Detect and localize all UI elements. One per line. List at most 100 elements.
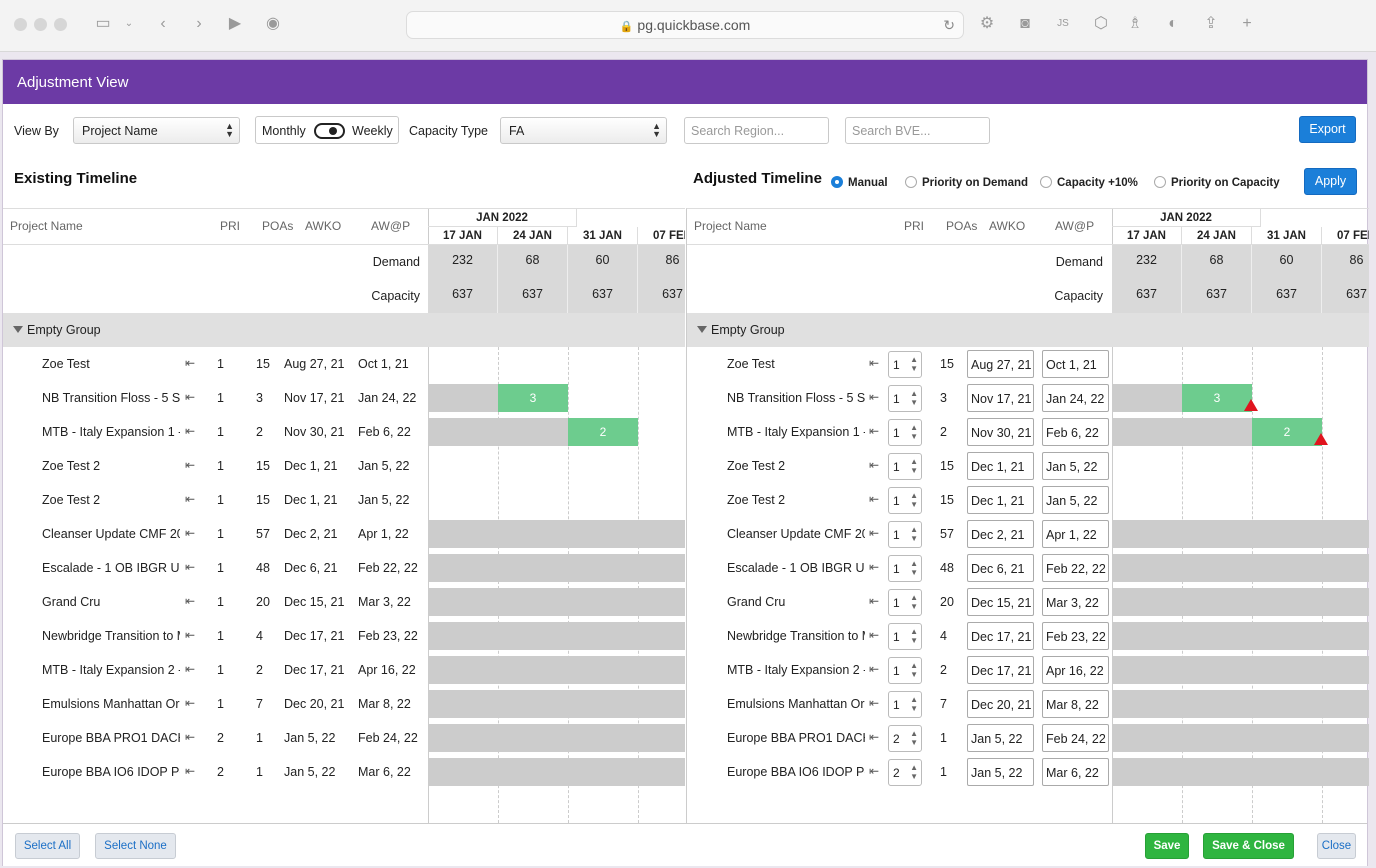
awp-date-field[interactable]: Oct 1, 21 bbox=[1042, 350, 1109, 378]
collapse-triangle-icon[interactable] bbox=[697, 326, 707, 333]
select-all-button[interactable]: Select All bbox=[15, 833, 80, 859]
pin-left-icon[interactable]: ⇤ bbox=[185, 526, 196, 540]
pin-left-icon[interactable]: ⇤ bbox=[869, 628, 880, 642]
table-row[interactable]: Escalade - 1 OB IBGR UK ⇤ 1 48 Dec 6, 21 Feb … bbox=[3, 551, 685, 585]
select-none-button[interactable]: Select None bbox=[95, 833, 176, 859]
pin-left-icon[interactable]: ⇤ bbox=[185, 662, 196, 676]
awko-date-field[interactable]: Jan 5, 22 bbox=[967, 724, 1034, 752]
pin-left-icon[interactable]: ⇤ bbox=[869, 594, 880, 608]
table-row[interactable]: Europe BBA PRO1 DACH ⇤ 2 ▲ ▼ 1 Jan 5, 22 Feb 24… bbox=[687, 721, 1369, 755]
stepper-arrows-icon[interactable]: ▲ ▼ bbox=[910, 525, 918, 543]
table-row[interactable]: NB Transition Floss - 5 Su ⇤ 1 3 Nov 17, 21 J… bbox=[3, 381, 685, 415]
project-name-cell[interactable]: MTB - Italy Expansion 1 - bbox=[42, 425, 180, 439]
play-icon[interactable]: ▶ bbox=[228, 15, 242, 32]
pin-left-icon[interactable]: ⇤ bbox=[869, 526, 880, 540]
project-name-cell[interactable]: Cleanser Update CMF 20 bbox=[42, 527, 180, 541]
pin-left-icon[interactable]: ⇤ bbox=[869, 390, 880, 404]
project-name-cell[interactable]: MTB - Italy Expansion 1 - bbox=[727, 425, 865, 439]
radio-circle-icon[interactable] bbox=[1040, 176, 1052, 188]
stepper-arrows-icon[interactable]: ▲ ▼ bbox=[910, 695, 918, 713]
table-row[interactable]: Zoe Test ⇤ 1 ▲ ▼ 15 Aug 27, 21 Oct 1, 21 bbox=[687, 347, 1369, 381]
project-name-cell[interactable]: Escalade - 1 OB IBGR UK bbox=[42, 561, 180, 575]
stepper-arrows-icon[interactable]: ▲ ▼ bbox=[910, 627, 918, 645]
window-close-dot[interactable] bbox=[14, 18, 27, 31]
bottle-icon[interactable]: ♗ bbox=[1127, 15, 1143, 32]
table-row[interactable]: Zoe Test 2 ⇤ 1 15 Dec 1, 21 Jan 5, 22 bbox=[3, 483, 685, 517]
pin-left-icon[interactable]: ⇤ bbox=[185, 458, 196, 472]
radio-option[interactable]: Priority on Demand bbox=[905, 176, 1028, 189]
project-name-cell[interactable]: Zoe Test 2 bbox=[727, 459, 786, 473]
awko-date-field[interactable]: Jan 5, 22 bbox=[967, 758, 1034, 786]
awko-date-field[interactable]: Nov 17, 21 bbox=[967, 384, 1034, 412]
radio-circle-icon[interactable] bbox=[905, 176, 917, 188]
stepper-arrows-icon[interactable]: ▲ ▼ bbox=[910, 457, 918, 475]
awko-date-field[interactable]: Aug 27, 21 bbox=[967, 350, 1034, 378]
timeline-bar-active[interactable]: 2 bbox=[568, 418, 638, 446]
back-icon[interactable]: ‹ bbox=[160, 15, 166, 32]
view-by-select[interactable]: Project Name ▲ ▼ bbox=[73, 117, 240, 144]
pin-left-icon[interactable]: ⇤ bbox=[185, 594, 196, 608]
awp-date-field[interactable]: Feb 22, 22 bbox=[1042, 554, 1109, 582]
project-name-cell[interactable]: Europe BBA IO6 IDOP Pc bbox=[42, 765, 180, 779]
col-poas[interactable]: POAs bbox=[262, 219, 294, 233]
awp-date-field[interactable]: Mar 3, 22 bbox=[1042, 588, 1109, 616]
awp-date-field[interactable]: Jan 5, 22 bbox=[1042, 486, 1109, 514]
table-row[interactable]: NB Transition Floss - 5 Su ⇤ 1 ▲ ▼ 3 Nov 17, 2… bbox=[687, 381, 1369, 415]
awko-date-field[interactable]: Nov 30, 21 bbox=[967, 418, 1034, 446]
window-minimize-dot[interactable] bbox=[34, 18, 47, 31]
pin-left-icon[interactable]: ⇤ bbox=[869, 764, 880, 778]
pin-left-icon[interactable]: ⇤ bbox=[185, 696, 196, 710]
pin-left-icon[interactable]: ⇤ bbox=[869, 696, 880, 710]
box-icon[interactable]: ⬡ bbox=[1094, 15, 1108, 32]
radio-option[interactable]: Capacity +10% bbox=[1040, 176, 1138, 189]
project-name-cell[interactable]: Cleanser Update CMF 20 bbox=[727, 527, 865, 541]
table-row[interactable]: Zoe Test ⇤ 1 15 Aug 27, 21 Oct 1, 21 bbox=[3, 347, 685, 381]
priority-stepper[interactable]: 1 ▲ ▼ bbox=[888, 385, 922, 412]
project-name-cell[interactable]: NB Transition Floss - 5 Su bbox=[727, 391, 865, 405]
radio-circle-icon[interactable] bbox=[831, 176, 843, 188]
project-name-cell[interactable]: Zoe Test bbox=[42, 357, 90, 371]
shield-icon[interactable]: ◐ bbox=[1168, 15, 1178, 32]
gear-icon[interactable]: ⚙ bbox=[979, 15, 995, 32]
awp-date-field[interactable]: Mar 8, 22 bbox=[1042, 690, 1109, 718]
close-button[interactable]: Close bbox=[1317, 833, 1356, 859]
priority-stepper[interactable]: 2 ▲ ▼ bbox=[888, 759, 922, 786]
col-project-name[interactable]: Project Name bbox=[694, 219, 767, 233]
project-name-cell[interactable]: Grand Cru bbox=[42, 595, 101, 609]
period-toggle[interactable]: Monthly Weekly bbox=[255, 116, 399, 144]
table-row[interactable]: Zoe Test 2 ⇤ 1 ▲ ▼ 15 Dec 1, 21 Jan 5, 22 bbox=[687, 483, 1369, 517]
pin-left-icon[interactable]: ⇤ bbox=[185, 730, 196, 744]
col-awko[interactable]: AWKO bbox=[989, 219, 1026, 233]
pin-left-icon[interactable]: ⇤ bbox=[869, 424, 880, 438]
radio-option[interactable]: Manual bbox=[831, 176, 888, 189]
priority-stepper[interactable]: 1 ▲ ▼ bbox=[888, 521, 922, 548]
save-button[interactable]: Save bbox=[1145, 833, 1189, 859]
forward-icon[interactable]: › bbox=[196, 15, 202, 32]
table-row[interactable]: Newbridge Transition to M ⇤ 1 ▲ ▼ 4 Dec 17, 21… bbox=[687, 619, 1369, 653]
project-name-cell[interactable]: Escalade - 1 OB IBGR UK bbox=[727, 561, 865, 575]
col-pri[interactable]: PRI bbox=[220, 219, 241, 233]
table-row[interactable]: MTB - Italy Expansion 2 - ⇤ 1 2 Dec 17, 21 Ap… bbox=[3, 653, 685, 687]
stepper-arrows-icon[interactable]: ▲ ▼ bbox=[910, 389, 918, 407]
timeline-bar-active[interactable]: 3 bbox=[498, 384, 568, 412]
save-close-button[interactable]: Save & Close bbox=[1203, 833, 1294, 859]
share-icon[interactable]: ⇪ bbox=[1204, 15, 1218, 32]
pin-left-icon[interactable]: ⇤ bbox=[869, 356, 880, 370]
search-bve-input[interactable]: Search BVE... bbox=[845, 117, 990, 144]
table-row[interactable]: MTB - Italy Expansion 1 - ⇤ 1 ▲ ▼ 2 Nov 30, 21… bbox=[687, 415, 1369, 449]
table-row[interactable]: Grand Cru ⇤ 1 20 Dec 15, 21 Mar 3, 22 bbox=[3, 585, 685, 619]
awp-date-field[interactable]: Feb 24, 22 bbox=[1042, 724, 1109, 752]
project-name-cell[interactable]: Europe BBA IO6 IDOP Pc bbox=[727, 765, 865, 779]
pin-left-icon[interactable]: ⇤ bbox=[185, 424, 196, 438]
window-zoom-dot[interactable] bbox=[54, 18, 67, 31]
project-name-cell[interactable]: Emulsions Manhattan Ora bbox=[42, 697, 180, 711]
priority-stepper[interactable]: 1 ▲ ▼ bbox=[888, 623, 922, 650]
col-poas[interactable]: POAs bbox=[946, 219, 978, 233]
awp-date-field[interactable]: Feb 6, 22 bbox=[1042, 418, 1109, 446]
extension-icon[interactable]: ◙ bbox=[1020, 15, 1030, 32]
awp-date-field[interactable]: Feb 23, 22 bbox=[1042, 622, 1109, 650]
pin-left-icon[interactable]: ⇤ bbox=[185, 764, 196, 778]
pin-left-icon[interactable]: ⇤ bbox=[185, 492, 196, 506]
priority-stepper[interactable]: 1 ▲ ▼ bbox=[888, 589, 922, 616]
stepper-arrows-icon[interactable]: ▲ ▼ bbox=[910, 593, 918, 611]
